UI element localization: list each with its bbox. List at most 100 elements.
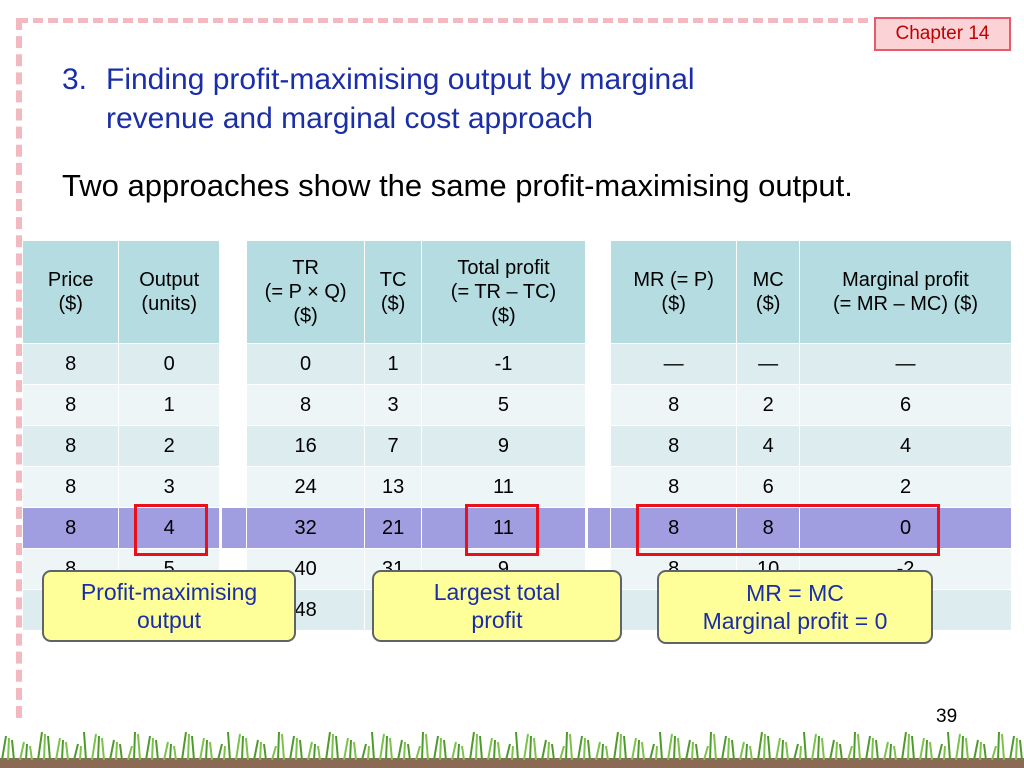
cell-marginal-profit: 6 bbox=[799, 384, 1012, 426]
callout-mr-equals-mc: MR = MC Marginal profit = 0 bbox=[657, 570, 933, 644]
header-line: ($) bbox=[58, 293, 83, 315]
header-mr: MR (= P) ($) bbox=[609, 240, 738, 344]
header-line: ($) bbox=[755, 293, 781, 315]
header-tc: TC ($) bbox=[364, 240, 422, 344]
heading-line-2: revenue and marginal cost approach bbox=[106, 102, 593, 135]
cell-tr: 16 bbox=[245, 425, 366, 467]
table-header-row: MR (= P) ($) MC ($) Marginal profit (= M… bbox=[609, 240, 1012, 344]
header-line: MR (= P) bbox=[633, 269, 714, 291]
cell-output: 1 bbox=[118, 384, 220, 426]
callout-line: Profit-maximising bbox=[80, 579, 258, 605]
red-box-total-profit bbox=[465, 504, 539, 556]
header-line: ($) bbox=[661, 293, 686, 315]
heading-line-1: Finding profit-maximising output by marg… bbox=[106, 63, 695, 96]
callout-line: profit bbox=[471, 607, 523, 633]
cell-tr: 8 bbox=[245, 384, 366, 426]
header-line: Total profit bbox=[457, 257, 550, 279]
cell-total-profit: 5 bbox=[420, 384, 587, 426]
cell-tr: 24 bbox=[245, 466, 366, 508]
cell-price: 8 bbox=[21, 507, 120, 549]
cell-output: 3 bbox=[118, 466, 220, 508]
cell-price: 8 bbox=[21, 343, 120, 385]
table-row: 0 1 -1 bbox=[245, 343, 587, 385]
cell-total-profit: 9 bbox=[420, 425, 587, 467]
cell-mr: — bbox=[609, 343, 738, 385]
header-line: Output bbox=[139, 269, 200, 291]
page-number: 39 bbox=[936, 706, 958, 727]
cell-tr: 0 bbox=[245, 343, 366, 385]
highlight-strip-gap bbox=[588, 508, 610, 548]
cell-output: 0 bbox=[118, 343, 220, 385]
table-row: — — — bbox=[609, 343, 1012, 385]
chapter-tag: Chapter 14 bbox=[874, 17, 1011, 51]
cell-marginal-profit: — bbox=[799, 343, 1012, 385]
cell-total-profit: 11 bbox=[420, 507, 587, 549]
cell-mc: 4 bbox=[736, 425, 801, 467]
callout-line: MR = MC bbox=[746, 580, 844, 606]
header-line: Price bbox=[47, 269, 94, 291]
callout-line: Largest total bbox=[433, 579, 561, 605]
header-line: ($) bbox=[380, 293, 406, 315]
cell-tc: 3 bbox=[364, 384, 422, 426]
slide-frame-top-border bbox=[18, 18, 868, 23]
table-row-highlighted: 32 21 11 bbox=[245, 507, 587, 549]
slide-frame-left-border bbox=[16, 18, 22, 718]
red-box-marginal bbox=[636, 504, 940, 556]
cell-price: 8 bbox=[21, 425, 120, 467]
header-line: (= P × Q) bbox=[264, 281, 347, 303]
cell-tr: 32 bbox=[245, 507, 366, 549]
cell-mr: 8 bbox=[609, 384, 738, 426]
cell-mc: 2 bbox=[736, 384, 801, 426]
cell-marginal-profit: 4 bbox=[799, 425, 1012, 467]
cell-price: 8 bbox=[21, 384, 120, 426]
cell-tc: 13 bbox=[364, 466, 422, 508]
grass-border-icon bbox=[0, 731, 1024, 768]
header-line: (= MR – MC) ($) bbox=[833, 293, 978, 315]
header-line: TR bbox=[292, 257, 319, 279]
callout-largest-total-profit: Largest total profit bbox=[372, 570, 622, 642]
cell-mr: 8 bbox=[609, 466, 738, 508]
header-line: Marginal profit bbox=[842, 269, 969, 291]
cell-mc: — bbox=[736, 343, 801, 385]
callout-line: Marginal profit = 0 bbox=[702, 608, 888, 634]
cell-tc: 21 bbox=[364, 507, 422, 549]
header-price: Price ($) bbox=[21, 240, 120, 344]
cell-mr: 8 bbox=[609, 507, 738, 549]
callout-line: output bbox=[137, 607, 201, 633]
header-tr: TR (= P × Q) ($) bbox=[245, 240, 366, 344]
slide-heading: 3. Finding profit-maximising output by m… bbox=[62, 60, 822, 138]
header-marginal-profit: Marginal profit (= MR – MC) ($) bbox=[799, 240, 1012, 344]
cell-tc: 7 bbox=[364, 425, 422, 467]
header-total-profit: Total profit (= TR – TC) ($) bbox=[420, 240, 587, 344]
table-header-row: TR (= P × Q) ($) TC ($) Total profit (= … bbox=[245, 240, 587, 344]
cell-total-profit: -1 bbox=[420, 343, 587, 385]
table-header-row: Price ($) Output (units) bbox=[21, 240, 220, 344]
cell-total-profit: 11 bbox=[420, 466, 587, 508]
cell-mc: 6 bbox=[736, 466, 801, 508]
cell-mr: 8 bbox=[609, 425, 738, 467]
header-line: (units) bbox=[141, 293, 197, 315]
cell-output: 2 bbox=[118, 425, 220, 467]
header-line: MC bbox=[752, 269, 784, 291]
slide-subtitle: Two approaches show the same profit-maxi… bbox=[62, 168, 853, 203]
cell-marginal-profit: 2 bbox=[799, 466, 1012, 508]
heading-number: 3. bbox=[62, 63, 88, 96]
cell-price: 8 bbox=[21, 466, 120, 508]
header-line: (= TR – TC) bbox=[450, 281, 557, 303]
header-mc: MC ($) bbox=[736, 240, 801, 344]
red-box-output bbox=[134, 504, 208, 556]
header-line: ($) bbox=[491, 305, 516, 327]
highlight-strip-gap bbox=[222, 508, 246, 548]
cell-marginal-profit: 0 bbox=[799, 507, 1012, 549]
header-line: TC bbox=[379, 269, 407, 291]
cell-tc: 1 bbox=[364, 343, 422, 385]
